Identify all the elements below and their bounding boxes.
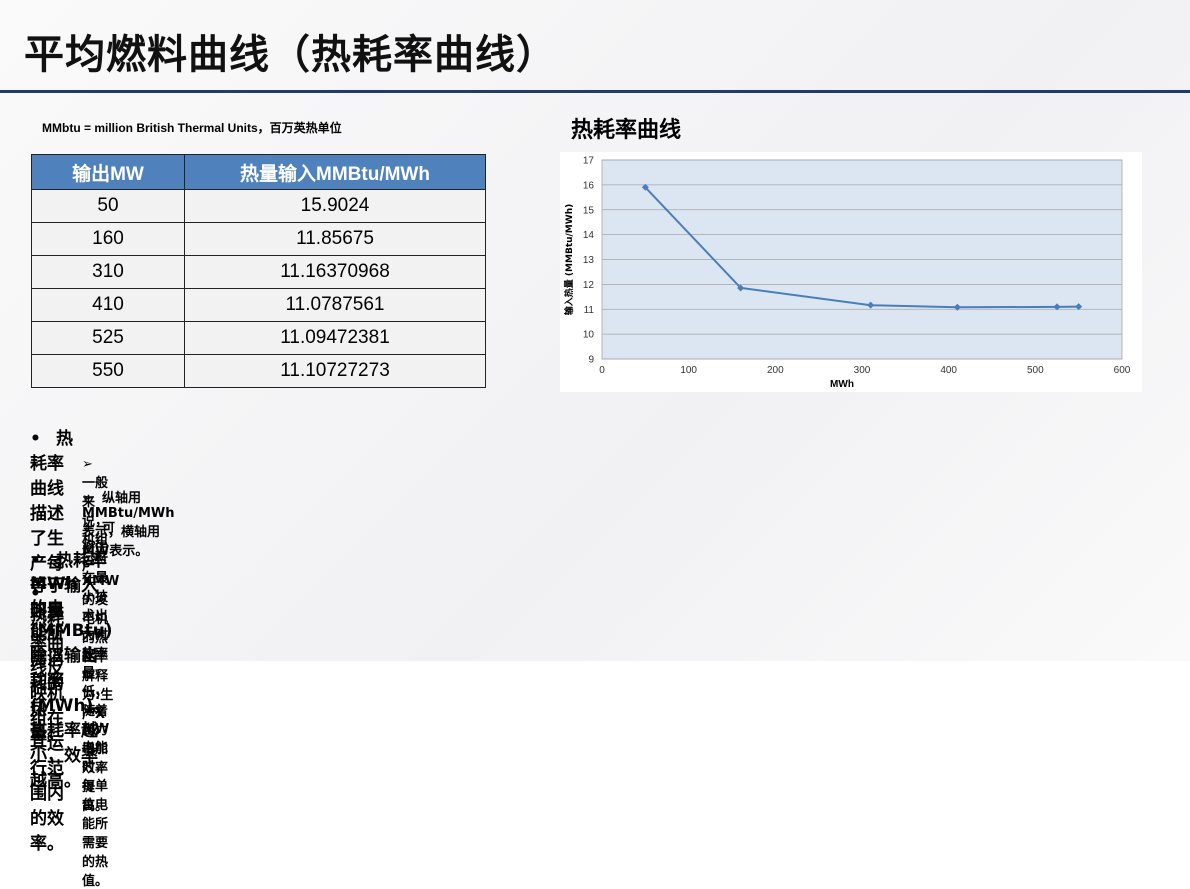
y-tick-label: 16 [583, 180, 595, 191]
cell-heat-input: 11.10727273 [184, 354, 486, 388]
sub-bullet-text: 纵轴用MMBtu/MWh表示，横轴用MW表示。 [82, 491, 175, 559]
page-title: 平均燃料曲线（热耗率曲线） [24, 32, 557, 78]
x-tick-label: 300 [854, 365, 871, 376]
series-line [644, 186, 1079, 309]
heat-rate-table: 输出MW 热量输入MMBtu/MWh 50 15.9024 160 11.85675… [31, 154, 486, 388]
bullet-dot: • [30, 584, 41, 604]
x-tick-label: 400 [940, 365, 957, 376]
arrow-icon: ➢ [82, 491, 93, 506]
cell-heat-input: 11.85675 [184, 222, 486, 256]
data-points [641, 183, 1083, 311]
y-tick-label: 12 [583, 280, 595, 291]
x-tick-label: 600 [1114, 365, 1131, 376]
arrow-icon: ➢ [82, 521, 93, 536]
table-row: 525 11.09472381 [31, 321, 486, 355]
cell-output: 310 [31, 255, 185, 289]
data-point [1053, 303, 1061, 311]
bullet-text: 热耗率曲线反映机组在其运行范围内的效率。 [30, 609, 64, 854]
cell-heat-input: 11.16370968 [184, 255, 486, 289]
cell-output: 50 [31, 189, 185, 223]
data-point [867, 301, 875, 309]
cell-heat-input: 11.0787561 [184, 288, 486, 322]
cell-output: 160 [31, 222, 185, 256]
sub-bullet-item: ➢ 纵轴用MMBtu/MWh表示，横轴用MW表示。 [82, 487, 175, 559]
y-tick-label: 17 [583, 156, 595, 167]
y-tick-label: 9 [588, 355, 594, 366]
title-divider [0, 90, 1190, 93]
y-tick-label: 13 [583, 255, 595, 266]
column-header-heat-input: 热量输入MMBtu/MWh [184, 154, 486, 190]
cell-heat-input: 11.09472381 [184, 321, 486, 355]
data-point [641, 183, 649, 191]
cell-output: 410 [31, 288, 185, 322]
table-row: 50 15.9024 [31, 189, 486, 223]
bullet-dot: • [30, 551, 41, 571]
bullet-dot: • [30, 429, 41, 449]
arrow-icon: ➢ [82, 457, 93, 472]
y-tick-label: 15 [583, 205, 595, 216]
x-tick-label: 100 [680, 365, 697, 376]
table-row: 160 11.85675 [31, 222, 486, 256]
table-row: 550 11.10727273 [31, 354, 486, 388]
x-tick-label: 200 [767, 365, 784, 376]
y-tick-labels: 9 10 11 12 13 14 15 16 17 [583, 156, 595, 366]
x-tick-label: 500 [1027, 365, 1044, 376]
x-tick-label: 0 [599, 365, 605, 376]
cell-heat-input: 15.9024 [184, 189, 486, 223]
table-row: 310 11.16370968 [31, 255, 486, 289]
chart-title: 热耗率曲线 [571, 118, 682, 143]
y-tick-label: 10 [583, 330, 595, 341]
table-header-row: 输出MW 热量输入MMBtu/MWh [31, 154, 486, 190]
table-row: 410 11.0787561 [31, 288, 486, 322]
unit-note: MMbtu = million British Thermal Units，百万… [42, 121, 342, 135]
y-tick-label: 11 [584, 305, 595, 316]
data-point [953, 303, 961, 311]
data-point [1075, 303, 1083, 311]
data-point [737, 284, 745, 292]
column-header-output: 输出MW [31, 154, 185, 190]
grid-lines [602, 159, 1122, 360]
bullet-item: • 热耗率曲线反映机组在其运行范围内的效率。 [30, 584, 64, 854]
y-tick-label: 14 [583, 230, 595, 241]
heat-rate-chart: 9 10 11 12 13 14 15 16 17 0 100 200 300 400 500 600 MW… [560, 152, 1142, 392]
x-tick-labels: 0 100 200 300 400 500 600 [599, 365, 1131, 376]
x-axis-label: MWh [830, 379, 854, 390]
y-axis-label: 输入热量 (MMBtu/MWh) [563, 204, 575, 315]
cell-output: 550 [31, 354, 185, 388]
cell-output: 525 [31, 321, 185, 355]
